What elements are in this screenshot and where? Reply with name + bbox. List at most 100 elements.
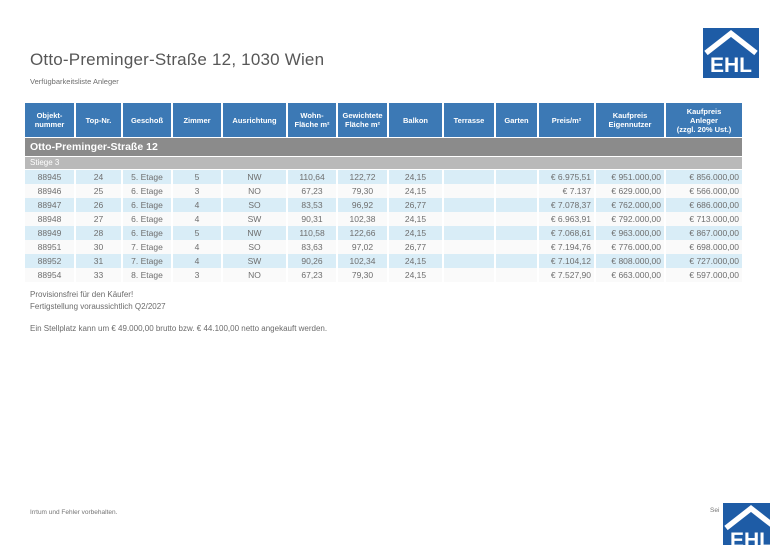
table-cell: € 698.000,00 [665, 240, 742, 254]
table-cell: € 7.104,12 [538, 254, 596, 268]
table-cell: 7. Etage [122, 254, 173, 268]
column-header: Terrasse [443, 103, 496, 138]
table-cell: 4 [172, 254, 223, 268]
table-cell: 90,31 [287, 212, 338, 226]
table-cell: 83,53 [287, 198, 338, 212]
table-cell: 110,58 [287, 226, 338, 240]
table-cell: 24,15 [388, 169, 444, 184]
note-parking: Ein Stellplatz kann um € 49.000,00 brutt… [30, 324, 328, 333]
logo-text: EHL [710, 54, 752, 77]
table-cell: 5 [172, 226, 223, 240]
table-cell: € 7.078,37 [538, 198, 596, 212]
column-header: Garten [495, 103, 539, 138]
table-cell: 96,92 [337, 198, 389, 212]
table-cell: 88948 [25, 212, 76, 226]
table-cell: 6. Etage [122, 184, 173, 198]
table-cell: NO [222, 268, 288, 282]
table-cell: SW [222, 212, 288, 226]
table-cell: € 713.000,00 [665, 212, 742, 226]
column-header: Gewichtete Fläche m² [337, 103, 389, 138]
table-cell: € 856.000,00 [665, 169, 742, 184]
table-cell [443, 254, 496, 268]
column-header: Preis/m² [538, 103, 596, 138]
table-cell [443, 184, 496, 198]
table-cell: 88949 [25, 226, 76, 240]
table-cell: 83,63 [287, 240, 338, 254]
table-cell: € 808.000,00 [595, 254, 666, 268]
column-header: Balkon [388, 103, 444, 138]
group-header-label: Otto-Preminger-Straße 12 [25, 137, 742, 157]
table-cell: SO [222, 240, 288, 254]
roof-icon [724, 505, 770, 531]
disclaimer-text: Irrtum und Fehler vorbehalten. [30, 509, 118, 516]
table-cell [443, 198, 496, 212]
column-header: Zimmer [172, 103, 223, 138]
column-header: Kaufpreis Eigennutzer [595, 103, 666, 138]
table-cell: 6. Etage [122, 198, 173, 212]
table-cell: 110,64 [287, 169, 338, 184]
table-cell: € 7.068,61 [538, 226, 596, 240]
table-cell [495, 169, 539, 184]
table-cell: SW [222, 254, 288, 268]
table-cell [495, 240, 539, 254]
table-cell [495, 268, 539, 282]
table-cell: 6. Etage [122, 212, 173, 226]
table-cell [495, 212, 539, 226]
table-row: 88949 28 6. Etage 5 NW 110,58 122,66 24,15 € 7.0… [25, 226, 742, 240]
table-cell: 102,34 [337, 254, 389, 268]
table-cell: € 629.000,00 [595, 184, 666, 198]
table-cell: NW [222, 169, 288, 184]
table-cell: 30 [75, 240, 123, 254]
group-header: Otto-Preminger-Straße 12 [25, 137, 742, 157]
table-cell: 102,38 [337, 212, 389, 226]
table-cell: 7. Etage [122, 240, 173, 254]
column-header: Kaufpreis Anleger (zzgl. 20% Ust.) [665, 103, 742, 138]
table-cell: 26,77 [388, 240, 444, 254]
table-cell: SO [222, 198, 288, 212]
page-subtitle: Verfügbarkeitsliste Anleger [30, 77, 119, 86]
page-title: Otto-Preminger-Straße 12, 1030 Wien [30, 50, 325, 69]
table-cell: € 7.527,90 [538, 268, 596, 282]
table-cell: NO [222, 184, 288, 198]
table-cell [443, 212, 496, 226]
table-cell [495, 254, 539, 268]
table-cell [443, 226, 496, 240]
table-cell: 88952 [25, 254, 76, 268]
table-cell: € 776.000,00 [595, 240, 666, 254]
table-cell: 31 [75, 254, 123, 268]
note-provision: Provisionsfrei für den Käufer! [30, 290, 134, 299]
table-cell: 122,72 [337, 169, 389, 184]
table-cell: 88951 [25, 240, 76, 254]
table-body: Otto-Preminger-Straße 12 Stiege 3 88945 24 5… [25, 137, 742, 282]
table-cell: 24,15 [388, 212, 444, 226]
table-cell: 33 [75, 268, 123, 282]
table-cell: € 7.137 [538, 184, 596, 198]
table-row: 88948 27 6. Etage 4 SW 90,31 102,38 24,15 € 6.96… [25, 212, 742, 226]
table-cell: 88954 [25, 268, 76, 282]
table-cell: 28 [75, 226, 123, 240]
table-cell: 25 [75, 184, 123, 198]
ehl-logo-footer: EHL [723, 503, 770, 545]
note-completion: Fertigstellung voraussichtlich Q2/2027 [30, 302, 166, 311]
table-cell: 88946 [25, 184, 76, 198]
table-cell: 67,23 [287, 184, 338, 198]
table-cell: 24,15 [388, 254, 444, 268]
table-row: 88952 31 7. Etage 4 SW 90,26 102,34 24,15 € 7.10… [25, 254, 742, 268]
table-cell: 24,15 [388, 268, 444, 282]
availability-table: Objekt- nummer Top-Nr. Geschoß Zimmer Ausric… [25, 103, 742, 282]
table-cell [443, 169, 496, 184]
ehl-logo-graphic: EHL [723, 503, 770, 545]
table-cell: 24 [75, 169, 123, 184]
table-row: 88945 24 5. Etage 5 NW 110,64 122,72 24,15 € 6.9… [25, 169, 742, 184]
table-cell: € 727.000,00 [665, 254, 742, 268]
table-cell: 4 [172, 212, 223, 226]
table-cell: 5 [172, 169, 223, 184]
column-header: Objekt- nummer [25, 103, 76, 138]
table-cell: € 663.000,00 [595, 268, 666, 282]
table-cell: € 6.975,51 [538, 169, 596, 184]
table-header: Objekt- nummer Top-Nr. Geschoß Zimmer Ausric… [25, 103, 742, 138]
table-cell: 122,66 [337, 226, 389, 240]
ehl-logo: EHL [703, 28, 759, 78]
table-cell: 79,30 [337, 184, 389, 198]
subgroup-header: Stiege 3 [25, 156, 742, 170]
